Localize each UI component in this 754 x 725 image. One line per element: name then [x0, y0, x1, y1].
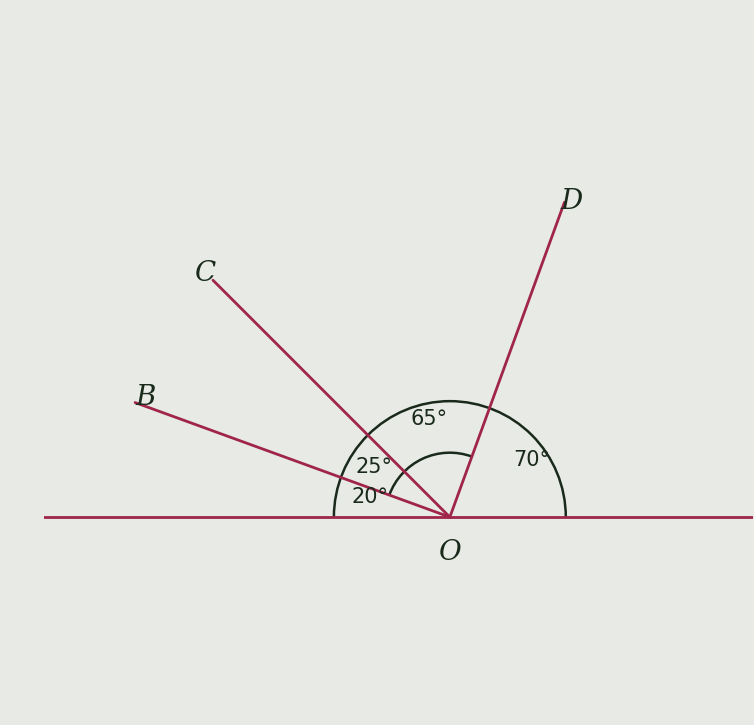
Text: 25°: 25°: [355, 457, 392, 476]
Text: C: C: [195, 260, 216, 287]
Text: D: D: [560, 188, 583, 215]
Text: 65°: 65°: [410, 410, 448, 429]
Text: O: O: [439, 539, 461, 566]
Text: B: B: [136, 384, 156, 411]
Text: 20°: 20°: [352, 487, 389, 508]
Text: 70°: 70°: [513, 450, 550, 470]
